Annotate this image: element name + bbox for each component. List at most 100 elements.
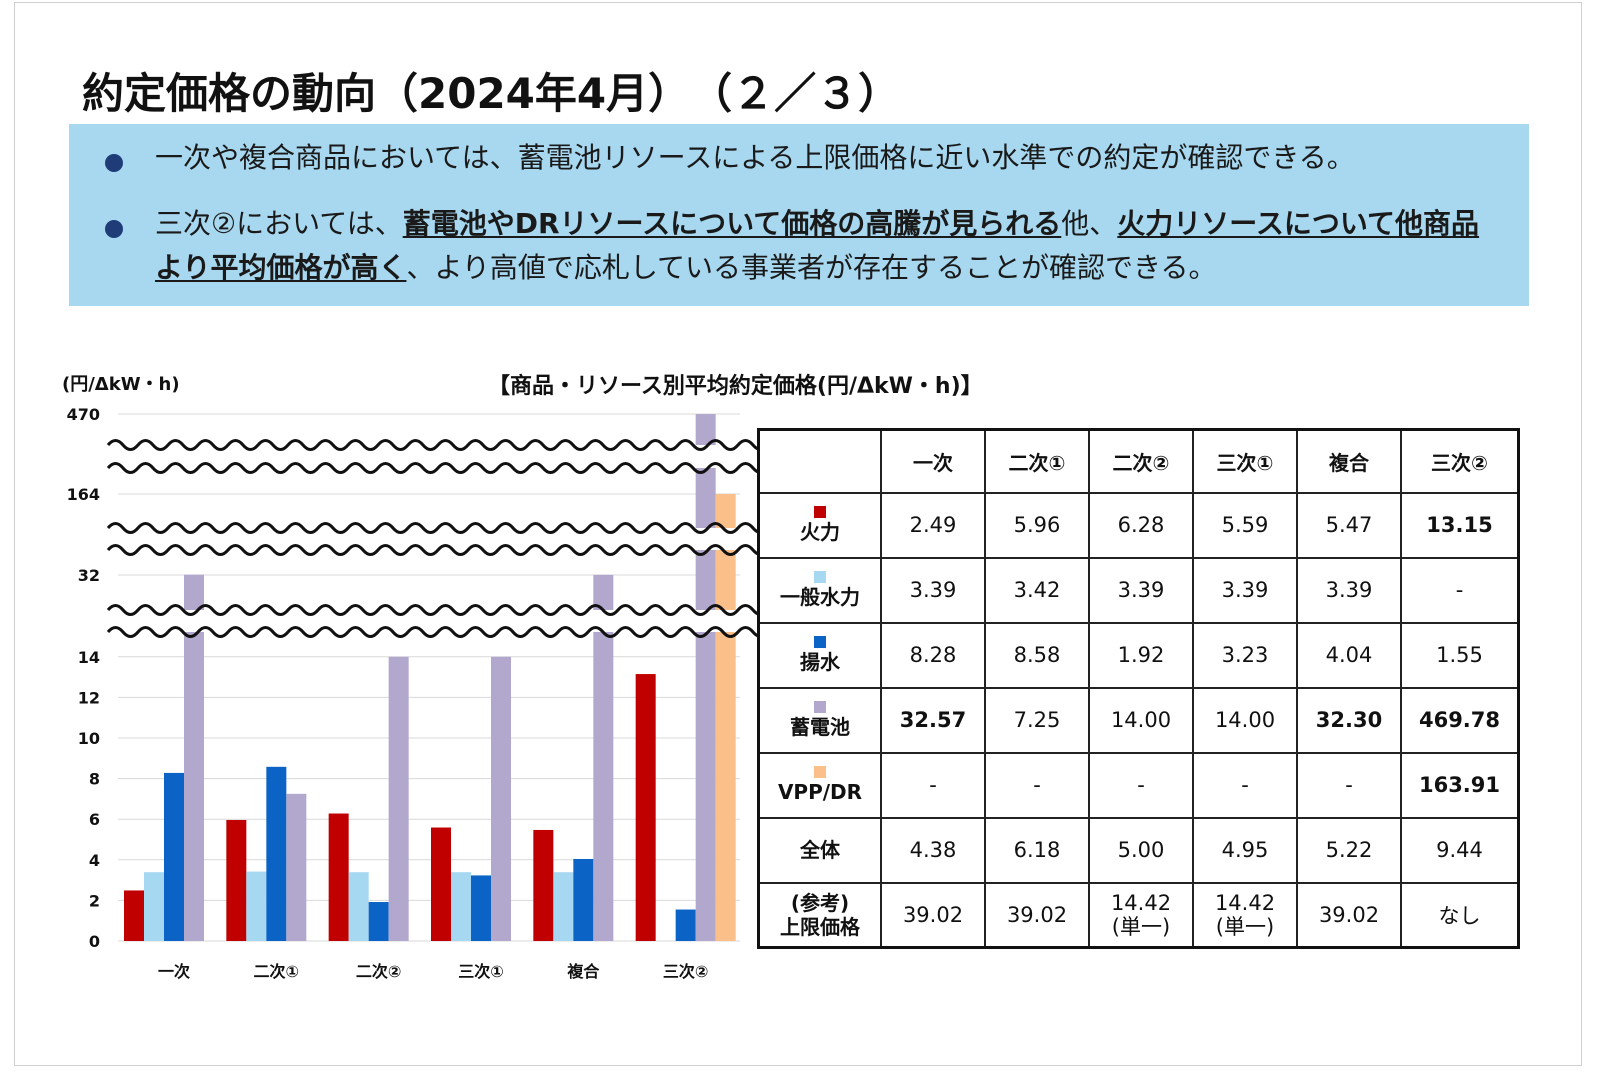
table-cell: なし <box>1400 881 1520 949</box>
bar-火力 <box>124 890 144 941</box>
row-header: 揚水 <box>757 621 882 689</box>
bar-一般水力 <box>144 872 164 941</box>
table-cell: 4.38 <box>880 816 986 884</box>
table-cell: 3.39 <box>880 556 986 624</box>
table-cell: 9.44 <box>1400 816 1520 884</box>
row-label: 全体 <box>800 838 840 862</box>
x-tick-label: 二次① <box>254 962 300 981</box>
bar-蓄電池 <box>184 574 204 941</box>
y-tick-label: 164 <box>67 485 100 504</box>
bar-揚水 <box>471 875 491 941</box>
table-cell: 2.49 <box>880 491 986 559</box>
bar-揚水 <box>266 766 287 941</box>
x-tick-label: 複合 <box>566 962 600 981</box>
table-cell: 32.57 <box>880 686 986 754</box>
bar-一般水力 <box>451 872 471 941</box>
row-label: 一般水力 <box>780 585 860 609</box>
axis-break-wave <box>106 626 760 638</box>
bar-揚水 <box>164 772 184 941</box>
table-row: VPP/DR - - - - -163.91 <box>757 751 1520 819</box>
table-cell: 4.04 <box>1296 621 1402 689</box>
bullet2-emphasis-1: 蓄電池やDRリソースについて価格の高騰が見られる <box>402 207 1062 240</box>
bar-揚水 <box>573 858 594 941</box>
bullet2-text-a: 三次②においては、 <box>155 207 403 240</box>
summary-bullet-2: 三次②においては、蓄電池やDRリソースについて価格の高騰が見られる他、火力リソー… <box>155 202 1495 290</box>
column-header: 一次 <box>880 428 986 494</box>
table-cell: 8.58 <box>984 621 1090 689</box>
table-cell: 1.55 <box>1400 621 1520 689</box>
bar-揚水 <box>675 909 696 941</box>
table-row: 揚水 8.28 8.58 1.92 3.23 4.04 1.55 <box>757 621 1520 689</box>
axis-break-wave <box>106 439 760 451</box>
summary-bullet-1: 一次や複合商品においては、蓄電池リソースによる上限価格に近い水準での約定が確認で… <box>155 141 1355 174</box>
row-header: 全体 <box>757 816 882 884</box>
row-label: 上限価格 <box>780 914 860 939</box>
table-cell: 32.30 <box>1296 686 1402 754</box>
axis-break-wave <box>106 522 760 534</box>
row-header: VPP/DR <box>757 751 882 819</box>
bullet-dot-2 <box>105 220 123 238</box>
y-tick-label: 32 <box>78 566 100 585</box>
bar-蓄電池 <box>695 414 716 942</box>
bullet2-emphasis-2: 火力リソースについて他商品より平均価格が高く <box>155 207 1480 284</box>
summary-box: 一次や複合商品においては、蓄電池リソースによる上限価格に近い水準での約定が確認で… <box>69 124 1529 306</box>
table-cell: 5.47 <box>1296 491 1402 559</box>
table-cell: 3.39 <box>1192 556 1298 624</box>
column-header: 二次② <box>1088 428 1194 494</box>
y-tick-label: 12 <box>78 688 100 707</box>
bar-蓄電池 <box>593 574 614 941</box>
table-cell: - <box>880 751 986 819</box>
series-swatch <box>814 766 826 778</box>
chart-title: 【商品・リソース別平均約定価格(円/ΔkW・h)】 <box>488 374 983 399</box>
table-cell: 1.92 <box>1088 621 1194 689</box>
table-cell: - <box>1400 556 1520 624</box>
page-title: 約定価格の動向（2024年4月） （２／３） <box>82 69 901 118</box>
y-tick-label: 4 <box>89 851 100 870</box>
x-tick-label: 二次② <box>356 962 402 981</box>
slide-frame <box>14 2 1582 1066</box>
column-header: 複合 <box>1296 428 1402 494</box>
table-cell: 4.95 <box>1192 816 1298 884</box>
table-cell: 13.15 <box>1400 491 1520 559</box>
table-row: 火力 2.49 5.96 6.28 5.59 5.47 13.15 <box>757 491 1520 559</box>
y-tick-label: 8 <box>89 770 100 789</box>
bar-蓄電池 <box>286 793 307 941</box>
table-cell: 5.22 <box>1296 816 1402 884</box>
bar-一般水力 <box>553 872 574 941</box>
series-swatch <box>814 571 826 583</box>
axis-break-wave <box>106 462 760 474</box>
table-row: 一般水力 3.39 3.42 3.39 3.39 3.39- <box>757 556 1520 624</box>
row-label: 火力 <box>800 520 840 544</box>
table-cell: 163.91 <box>1400 751 1520 819</box>
bar-火力 <box>635 674 656 941</box>
table-cell: 3.23 <box>1192 621 1298 689</box>
bar-蓄電池 <box>491 656 511 941</box>
row-label: 揚水 <box>800 650 840 674</box>
series-swatch <box>814 701 826 713</box>
row-label: (参考) <box>790 890 850 915</box>
series-swatch <box>814 506 826 518</box>
table-row: (参考) 上限価格 39.02 39.02 14.42 (単一) 14.42 (単一) 39.0… <box>757 881 1520 949</box>
column-header: 三次① <box>1192 428 1298 494</box>
row-header: 火力 <box>757 491 882 559</box>
x-tick-label: 三次① <box>458 962 504 981</box>
table-cell: 7.25 <box>984 686 1090 754</box>
table-cell: 5.96 <box>984 491 1090 559</box>
bar-揚水 <box>368 902 389 941</box>
row-header: 一般水力 <box>757 556 882 624</box>
y-tick-label: 14 <box>78 648 100 667</box>
table-cell: - <box>1088 751 1194 819</box>
table-cell: 8.28 <box>880 621 986 689</box>
bullet-dot-1 <box>105 154 123 172</box>
table-row: 蓄電池 32.57 7.25 14.00 14.00 32.30 469.78 <box>757 686 1520 754</box>
axis-break-wave <box>106 604 760 616</box>
bullet2-text-b: 他、 <box>1061 207 1118 240</box>
bar-chart: 0 2 4 6 8 10 12 14 32 164 470 一次 二次① 二次② 三次① 複合 三次② <box>67 405 760 981</box>
y-tick-label: 2 <box>89 891 100 910</box>
table-cell: 5.59 <box>1192 491 1298 559</box>
y-tick-label: 6 <box>89 810 100 829</box>
axis-break-wave <box>106 544 760 556</box>
table-cell: 6.18 <box>984 816 1090 884</box>
table-cell: 14.42 (単一) <box>1088 881 1194 949</box>
row-label: VPP/DR <box>777 780 863 804</box>
